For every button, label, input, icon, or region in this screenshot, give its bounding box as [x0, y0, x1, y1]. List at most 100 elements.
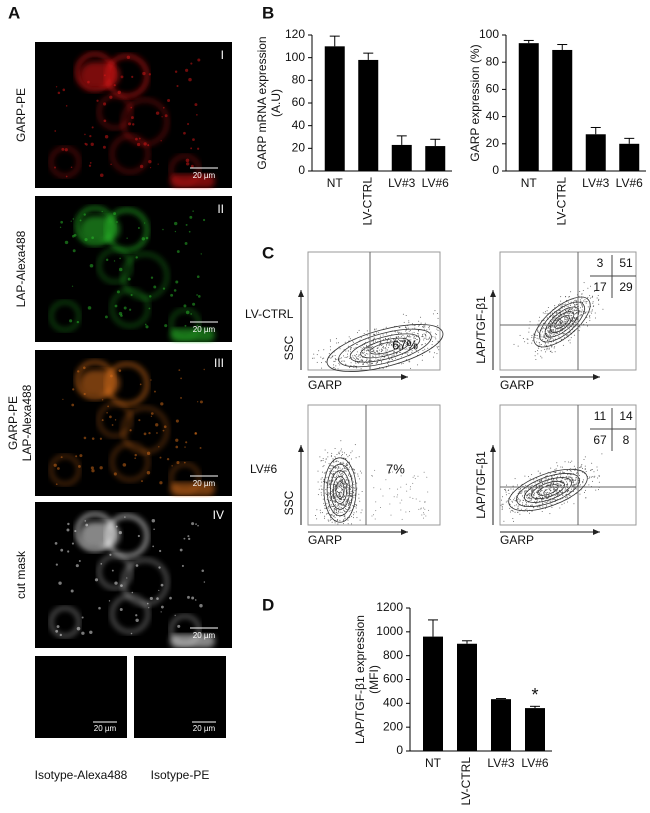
event-dot [336, 454, 338, 456]
event-dot [406, 490, 408, 492]
event-dot [554, 317, 556, 319]
event-dot [518, 504, 520, 506]
speck [169, 596, 172, 600]
speck [135, 137, 138, 141]
event-dot [552, 315, 554, 317]
event-dot [553, 329, 555, 331]
event-dot [313, 357, 315, 359]
event-dot [379, 342, 381, 344]
event-dot [541, 490, 543, 492]
speck [53, 463, 57, 467]
event-dot [360, 512, 362, 514]
speck [81, 631, 85, 635]
event-dot [560, 322, 562, 324]
event-dot [585, 470, 587, 472]
event-dot [339, 519, 341, 521]
speck [104, 315, 108, 319]
speck [123, 306, 127, 310]
event-dot [505, 491, 507, 493]
speck [190, 164, 194, 168]
speck [94, 578, 99, 582]
event-dot [345, 477, 347, 479]
event-dot [334, 484, 336, 486]
event-dot [514, 478, 516, 480]
event-dot [329, 346, 331, 348]
event-dot [544, 481, 546, 483]
numeral: II [217, 202, 224, 216]
speck [62, 88, 66, 92]
event-dot [548, 330, 550, 332]
speck [196, 114, 198, 116]
event-dot [562, 466, 564, 468]
event-dot [346, 463, 348, 465]
event-dot [354, 355, 356, 357]
event-dot [409, 345, 411, 347]
event-dot [363, 351, 365, 353]
event-dot [567, 309, 569, 311]
event-dot [352, 357, 354, 359]
event-dot [415, 347, 417, 349]
event-dot [428, 327, 430, 329]
event-dot [581, 467, 583, 469]
event-dot [506, 500, 508, 502]
event-dot [530, 497, 532, 499]
event-dot [542, 338, 544, 340]
event-dot [539, 497, 541, 499]
event-dot [568, 325, 570, 327]
x-tick-label: LV#3 [388, 176, 415, 190]
event-dot [323, 502, 325, 504]
event-dot [580, 466, 582, 468]
speck [143, 432, 147, 436]
event-dot [334, 467, 336, 469]
event-dot [404, 339, 406, 341]
event-dot [566, 317, 568, 319]
event-dot [325, 477, 327, 479]
event-dot [554, 499, 556, 501]
event-dot [334, 486, 336, 488]
event-dot [572, 479, 574, 481]
event-dot [358, 358, 360, 360]
event-dot [585, 302, 587, 304]
event-dot [417, 364, 419, 366]
event-dot [355, 367, 357, 369]
event-dot [341, 468, 343, 470]
event-dot [371, 515, 373, 517]
contour [524, 477, 572, 503]
event-dot [545, 351, 547, 353]
event-dot [569, 470, 571, 472]
event-dot [394, 357, 396, 359]
event-dot [541, 510, 543, 512]
scale-label: 20 µm [193, 631, 216, 640]
event-dot [328, 483, 330, 485]
event-dot [359, 356, 361, 358]
event-dot [549, 472, 551, 474]
event-dot [561, 504, 563, 506]
event-dot [591, 312, 593, 314]
event-dot [528, 331, 530, 333]
event-dot [545, 322, 547, 324]
event-dot [555, 488, 557, 490]
event-dot [580, 300, 582, 302]
event-dot [373, 350, 375, 352]
speck [148, 159, 152, 164]
event-dot [330, 517, 332, 519]
event-dot [380, 341, 382, 343]
event-dot [538, 488, 540, 490]
event-dot [550, 482, 552, 484]
speck [144, 323, 147, 326]
event-dot [354, 472, 356, 474]
event-dot [514, 505, 516, 507]
event-dot [349, 502, 351, 504]
speck [96, 99, 99, 102]
event-dot [525, 503, 527, 505]
event-dot [355, 362, 357, 364]
event-dot [413, 332, 415, 334]
event-dot [589, 295, 591, 297]
speck [113, 212, 117, 216]
speck [103, 102, 107, 106]
event-dot [367, 347, 369, 349]
speck [111, 424, 114, 426]
event-dot [374, 333, 376, 335]
event-dot [401, 354, 403, 356]
event-dot [586, 317, 588, 319]
